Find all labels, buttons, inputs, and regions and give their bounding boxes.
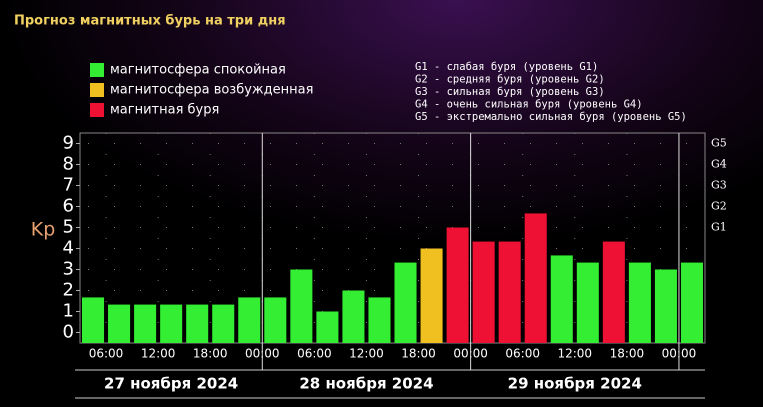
- bar: [654, 269, 677, 343]
- chart-title: Прогноз магнитных бурь на три дня: [14, 14, 286, 29]
- bar: [524, 213, 547, 343]
- bar: [628, 262, 651, 343]
- bar: [602, 241, 625, 343]
- x-tick-label: 18:00: [610, 347, 645, 361]
- bar: [342, 290, 365, 343]
- g-level-note: G5 - экстремально сильная буря (уровень …: [415, 111, 687, 123]
- bar: [498, 241, 521, 343]
- y-tick-label: 3: [63, 259, 74, 280]
- bar: [134, 304, 157, 343]
- y-tick-label: 2: [63, 280, 74, 301]
- x-tick-label: 06:00: [297, 347, 332, 361]
- plot-frame: [79, 132, 706, 344]
- legend-swatch: [90, 63, 104, 77]
- legend-label: магнитосфера спокойная: [110, 63, 286, 78]
- bar: [238, 297, 261, 343]
- bar: [680, 262, 703, 343]
- g-level-note: G4 - очень сильная буря (уровень G4): [415, 99, 643, 111]
- y2-tick-label: G5: [711, 137, 727, 150]
- g-level-note: G1 - слабая буря (уровень G1): [415, 61, 598, 73]
- legend-label: магнитная буря: [110, 103, 219, 118]
- bar: [212, 304, 235, 343]
- x-tick-label: 18:00: [193, 347, 228, 361]
- bar: [290, 269, 313, 343]
- bar: [550, 255, 573, 343]
- bar: [420, 248, 443, 343]
- day-label: 29 ноября 2024: [508, 375, 642, 393]
- y2-tick-label: G2: [711, 200, 727, 213]
- y2-tick-label: G4: [711, 158, 727, 171]
- day-label: 27 ноября 2024: [104, 375, 238, 393]
- legend-swatch: [90, 83, 104, 97]
- legend-swatch: [90, 103, 104, 117]
- x-tick-label: 12:00: [349, 347, 384, 361]
- bar: [368, 297, 391, 343]
- y-tick-label: 1: [63, 301, 74, 322]
- y-tick-label: 6: [63, 196, 74, 217]
- y2-tick-label: G1: [711, 221, 727, 234]
- y-axis-label: Kp: [31, 219, 56, 241]
- y-tick-label: 9: [63, 133, 74, 154]
- x-tick-label: 12:00: [141, 347, 176, 361]
- x-tick-label: 18:00: [401, 347, 436, 361]
- bar: [108, 304, 131, 343]
- x-tick-label: 06:00: [505, 347, 540, 361]
- day-label: 28 ноября 2024: [299, 375, 433, 393]
- bar: [264, 297, 287, 343]
- bar: [160, 304, 183, 343]
- legend-label: магнитосфера возбужденная: [110, 83, 313, 98]
- y-tick-label: 0: [63, 322, 74, 343]
- g-level-note: G3 - сильная буря (уровень G3): [415, 86, 605, 98]
- bar: [394, 262, 417, 343]
- bar: [576, 262, 599, 343]
- y-tick-label: 8: [63, 154, 74, 175]
- bar: [446, 227, 469, 343]
- g-level-note: G2 - средняя буря (уровень G2): [415, 74, 605, 86]
- y-tick-label: 7: [63, 175, 74, 196]
- bar: [316, 311, 339, 343]
- y-tick-label: 5: [63, 217, 74, 238]
- x-tick-label: 12:00: [557, 347, 592, 361]
- y2-tick-label: G3: [711, 179, 727, 192]
- bar: [472, 241, 495, 343]
- x-tick-label: 06:00: [89, 347, 124, 361]
- bar: [82, 297, 105, 343]
- y-tick-label: 4: [63, 238, 74, 259]
- bar: [186, 304, 209, 343]
